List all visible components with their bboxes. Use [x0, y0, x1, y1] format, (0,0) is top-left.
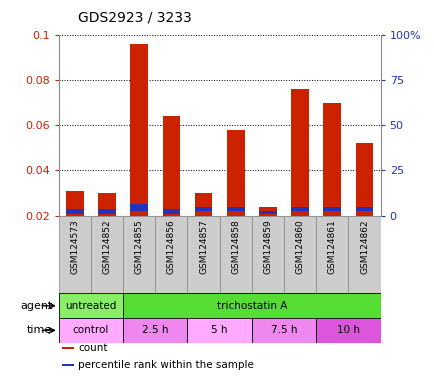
- Bar: [355, 143, 372, 216]
- Text: 10 h: 10 h: [336, 325, 359, 335]
- Bar: [323, 207, 340, 211]
- Bar: [59, 318, 123, 343]
- Text: 5 h: 5 h: [211, 325, 227, 335]
- Bar: [291, 89, 308, 216]
- Bar: [227, 207, 244, 211]
- Bar: [130, 204, 148, 211]
- Bar: [219, 216, 251, 293]
- Bar: [316, 318, 380, 343]
- Bar: [355, 207, 372, 211]
- Bar: [66, 209, 83, 214]
- Text: 7.5 h: 7.5 h: [270, 325, 296, 335]
- Bar: [123, 216, 155, 293]
- Text: GSM124573: GSM124573: [70, 220, 79, 275]
- Bar: [251, 216, 283, 293]
- Bar: [187, 318, 251, 343]
- Bar: [194, 193, 212, 216]
- Bar: [259, 211, 276, 214]
- Text: GSM124861: GSM124861: [327, 220, 336, 275]
- Text: trichostatin A: trichostatin A: [216, 301, 286, 311]
- Text: GSM124858: GSM124858: [231, 220, 240, 275]
- Bar: [283, 216, 316, 293]
- Bar: [162, 116, 180, 216]
- Bar: [194, 207, 212, 211]
- Bar: [98, 209, 115, 214]
- Text: GDS2923 / 3233: GDS2923 / 3233: [78, 11, 191, 25]
- Text: untreated: untreated: [65, 301, 116, 311]
- Bar: [62, 347, 73, 349]
- Bar: [59, 293, 123, 318]
- Bar: [162, 209, 180, 214]
- Text: GSM124859: GSM124859: [263, 220, 272, 275]
- Bar: [59, 216, 91, 293]
- Bar: [251, 318, 316, 343]
- Bar: [187, 216, 219, 293]
- Text: GSM124862: GSM124862: [359, 220, 368, 274]
- Bar: [316, 216, 348, 293]
- Text: time: time: [27, 325, 52, 335]
- Text: control: control: [72, 325, 109, 335]
- Bar: [66, 191, 83, 216]
- Bar: [323, 103, 340, 216]
- Text: count: count: [78, 343, 107, 353]
- Bar: [227, 130, 244, 216]
- Text: GSM124852: GSM124852: [102, 220, 111, 274]
- Bar: [91, 216, 123, 293]
- Text: GSM124856: GSM124856: [167, 220, 175, 275]
- Text: GSM124860: GSM124860: [295, 220, 304, 275]
- Text: percentile rank within the sample: percentile rank within the sample: [78, 359, 253, 369]
- Text: GSM124857: GSM124857: [199, 220, 207, 275]
- Bar: [130, 44, 148, 216]
- Bar: [155, 216, 187, 293]
- Bar: [98, 193, 115, 216]
- Bar: [62, 364, 73, 366]
- Bar: [291, 207, 308, 211]
- Bar: [123, 293, 380, 318]
- Bar: [259, 207, 276, 216]
- Bar: [123, 318, 187, 343]
- Bar: [348, 216, 380, 293]
- Text: agent: agent: [20, 301, 52, 311]
- Text: 2.5 h: 2.5 h: [142, 325, 168, 335]
- Text: GSM124855: GSM124855: [135, 220, 143, 275]
